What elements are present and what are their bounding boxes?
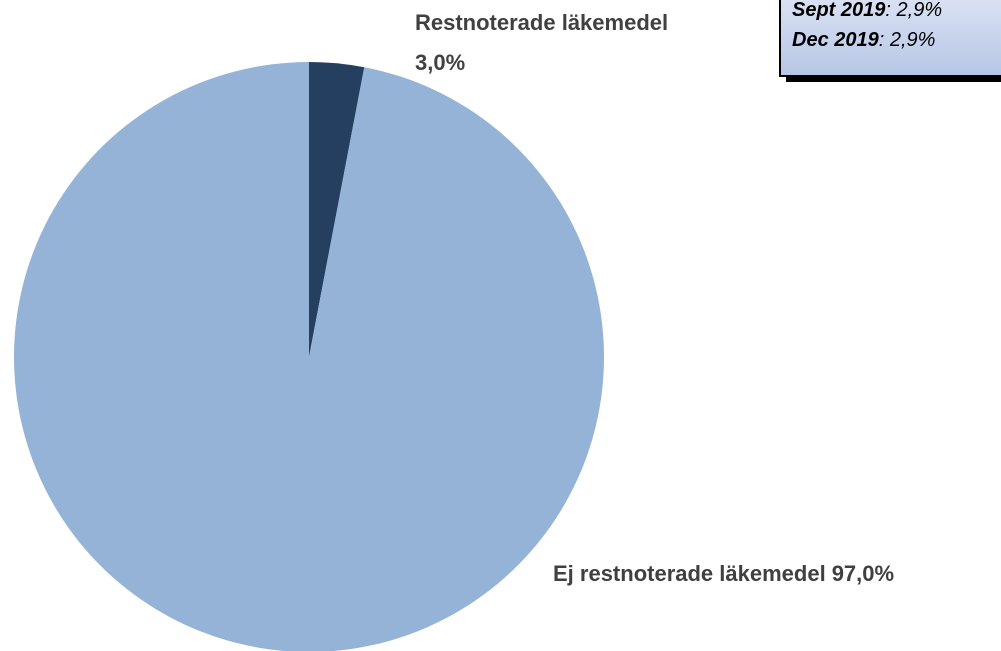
annotation-box	[779, 0, 1001, 77]
pie-slice	[309, 62, 365, 357]
annotation-label: Dec 2019	[792, 29, 880, 51]
annotation: Sept 2019: 2,9%	[792, 0, 942, 21]
category-label: Ej restnoterade läkemedel	[553, 561, 826, 586]
annotation: Dec 2019: 2,9%	[792, 29, 935, 51]
annotation-text: 2,9%	[896, 0, 943, 21]
data-label: Ej restnoterade läkemedel 97,0%	[553, 561, 894, 586]
value-label: 3,0%	[415, 50, 465, 75]
separator: :	[879, 29, 890, 51]
category-label: Restnoterade läkemedel	[415, 10, 668, 35]
annotation-text: 2,9%	[889, 29, 936, 51]
annotation-label: Sept 2019	[792, 0, 886, 21]
separator: :	[885, 0, 896, 21]
data-label: Restnoterade läkemedel 3,0%	[415, 10, 668, 75]
pie	[14, 62, 604, 651]
pie-slice	[14, 62, 604, 651]
value-label: 97,0%	[832, 561, 894, 586]
